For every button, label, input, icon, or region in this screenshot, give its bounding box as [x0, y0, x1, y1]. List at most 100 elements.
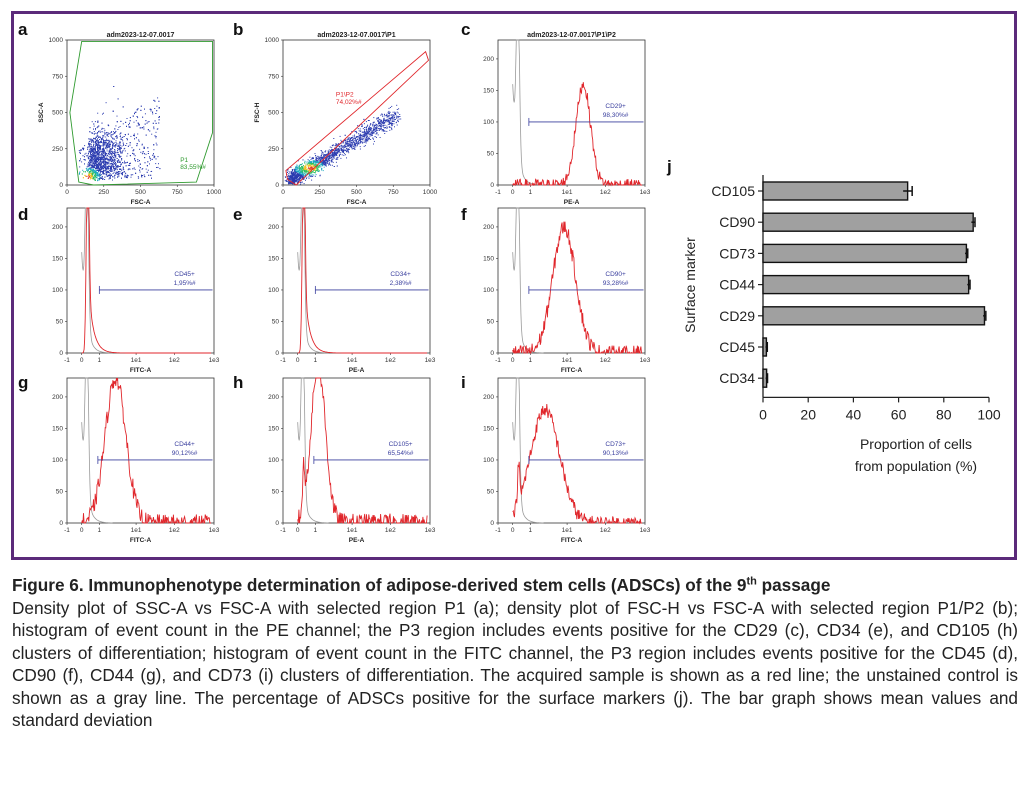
- event-dots: [284, 104, 402, 185]
- gate-value: 83,55%#: [180, 164, 206, 171]
- y-tick-label: 50: [487, 150, 495, 157]
- x-tick-label: -1: [280, 527, 286, 534]
- x-tick-label: 1000: [207, 189, 222, 196]
- caption-title-text: Immunophenotype determination of adipose…: [88, 575, 747, 595]
- panel-label-b: b: [233, 20, 243, 39]
- panel-label-i: i: [461, 373, 466, 392]
- x-tick-label: 1e2: [385, 527, 396, 534]
- gate-value: 2,38%#: [390, 280, 412, 287]
- y-tick-label: CD29: [719, 308, 755, 324]
- x-tick-label: 1e2: [600, 357, 611, 364]
- sample-histogram: [81, 377, 212, 524]
- x-axis-label: FITC-A: [130, 367, 152, 374]
- panel-a: a 0 250 500 750 1000 0 250 500 750 1000 FSC-A SSC-A a…: [18, 20, 222, 206]
- control-histogram: [512, 39, 544, 186]
- y-tick-label: 150: [52, 425, 63, 432]
- y-tick-label: 1000: [49, 37, 64, 44]
- x-axis-label: PE-A: [349, 367, 365, 374]
- x-tick-label: 500: [135, 189, 146, 196]
- y-tick-label: 500: [52, 110, 63, 117]
- bar-cd29: [762, 306, 986, 326]
- y-tick-label: 50: [487, 488, 495, 495]
- x-tick-label: 1e2: [169, 527, 180, 534]
- y-tick-label: 200: [52, 224, 63, 231]
- figure-frame: [11, 11, 1017, 560]
- panel-label-h: h: [233, 373, 243, 392]
- y-tick-label: 50: [487, 318, 495, 325]
- x-tick-label: 0: [511, 527, 515, 534]
- x-tick-label: 1e3: [640, 527, 651, 534]
- x-tick-label: 0: [511, 357, 515, 364]
- y-tick-label: 200: [268, 224, 279, 231]
- control-histogram: [512, 377, 544, 524]
- x-tick-label: 0: [80, 527, 84, 534]
- x-tick-label: 1e3: [425, 527, 436, 534]
- x-tick-label: 1e2: [600, 527, 611, 534]
- x-tick-label: 40: [846, 406, 862, 422]
- plot-frame: [66, 377, 215, 524]
- y-tick-label: 250: [52, 146, 63, 153]
- sample-histogram: [297, 207, 428, 354]
- y-tick-label: 150: [52, 255, 63, 262]
- caption-title-end: passage: [756, 575, 831, 595]
- x-tick-label: 250: [314, 189, 325, 196]
- plot-title: adm2023-12-07.0017\P1\P2: [527, 32, 616, 39]
- y-tick-label: 150: [483, 425, 494, 432]
- control-histogram: [297, 377, 329, 524]
- x-axis-label: FITC-A: [561, 537, 583, 544]
- gate-name: CD90+: [605, 271, 626, 278]
- x-tick-label: 250: [98, 189, 109, 196]
- x-tick-label: 1e1: [562, 189, 573, 196]
- panel-j-bar-chart: j CD105 CD90 CD73 CD44 CD29 CD45 CD34 0 20 40 60 80 1…: [666, 157, 1001, 474]
- gate-p1: [69, 40, 213, 186]
- x-tick-label: 0: [281, 189, 285, 196]
- y-tick-label: 150: [483, 255, 494, 262]
- y-tick-label: 150: [268, 425, 279, 432]
- panel-label-a: a: [18, 20, 28, 39]
- x-tick-label: 100: [977, 406, 1001, 422]
- x-tick-label: 1e1: [347, 527, 358, 534]
- y-tick-label: 100: [268, 457, 279, 464]
- y-tick-label: CD44: [719, 277, 755, 293]
- x-tick-label: 1: [529, 189, 533, 196]
- x-tick-label: 1e3: [209, 357, 220, 364]
- panel-label-e: e: [233, 205, 242, 224]
- x-axis-label: FITC-A: [561, 367, 583, 374]
- y-tick-label: 100: [483, 287, 494, 294]
- x-tick-label: 1e3: [640, 357, 651, 364]
- y-tick-label: 0: [275, 350, 279, 357]
- y-tick-label: 50: [272, 488, 280, 495]
- y-tick-label: 50: [56, 488, 64, 495]
- x-tick-label: 0: [759, 406, 767, 422]
- x-tick-label: -1: [495, 189, 501, 196]
- x-tick-label: -1: [495, 527, 501, 534]
- x-tick-label: 1e1: [562, 527, 573, 534]
- y-tick-label: 150: [483, 87, 494, 94]
- sample-histogram: [512, 82, 643, 187]
- x-tick-label: 1e3: [209, 527, 220, 534]
- gate-value: 74,02%#: [336, 99, 362, 106]
- x-tick-label: 1e1: [347, 357, 358, 364]
- x-axis-label: PE-A: [349, 537, 365, 544]
- x-tick-label: 750: [388, 189, 399, 196]
- gate-value: 93,28%#: [603, 280, 629, 287]
- y-tick-label: 0: [275, 182, 279, 189]
- sample-histogram: [512, 221, 643, 354]
- panel-label-j: j: [666, 157, 672, 176]
- x-tick-label: 1e1: [131, 527, 142, 534]
- x-tick-label: 1e2: [600, 189, 611, 196]
- control-histogram: [512, 207, 544, 354]
- bar-cd44: [762, 274, 970, 295]
- y-tick-label: 0: [59, 520, 63, 527]
- plot-frame: [282, 39, 431, 186]
- gate-name: CD29+: [605, 103, 626, 110]
- x-tick-label: -1: [280, 357, 286, 364]
- x-tick-label: 1000: [423, 189, 438, 196]
- plot-frame: [497, 39, 646, 186]
- plot-frame: [497, 377, 646, 524]
- x-tick-label: 0: [80, 357, 84, 364]
